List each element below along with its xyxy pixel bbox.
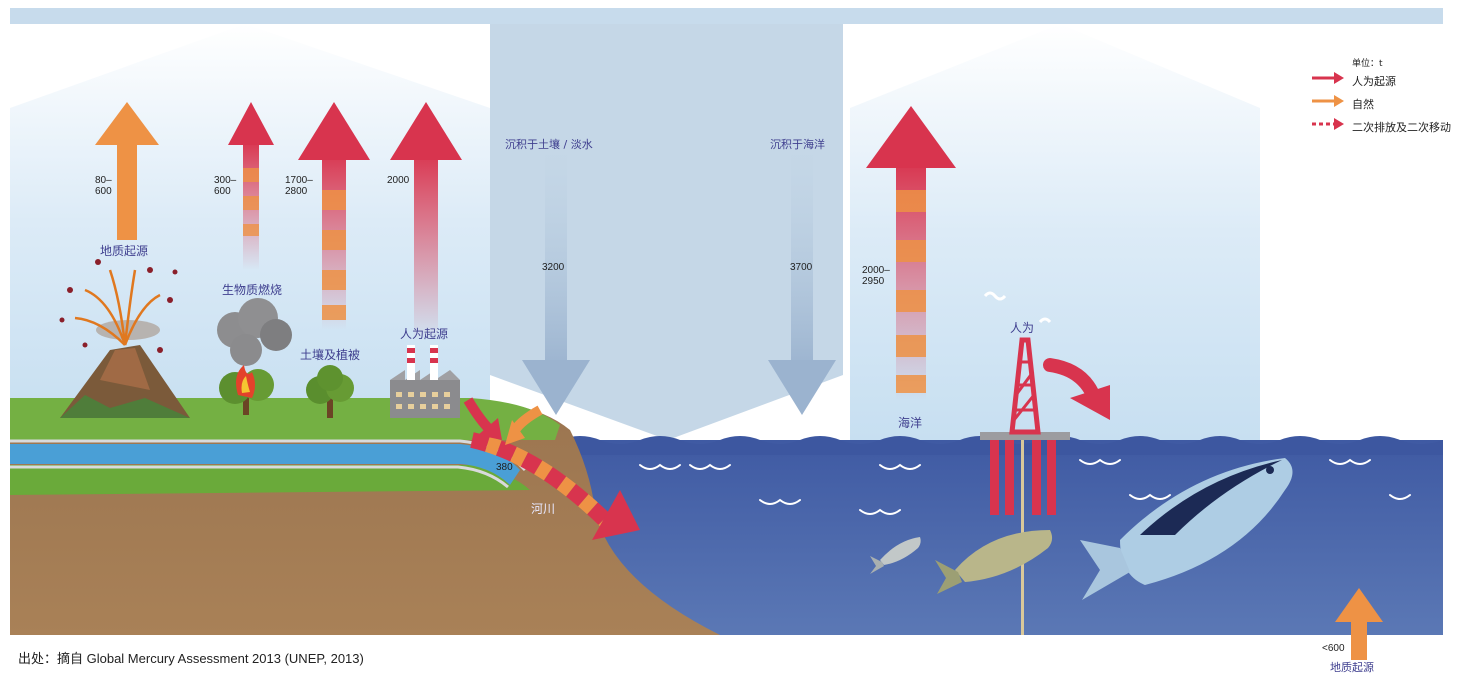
label-geogenic: 地质起源 (100, 244, 149, 258)
ocean-waves (639, 458, 1411, 525)
emission-arrow-soil (298, 102, 370, 330)
value-deposition-land: 3200 (542, 262, 565, 273)
source-caption: 出处：摘自 Global Mercury Assessment 2013 (UN… (18, 651, 364, 666)
label-anthropogenic: 人为起源 (400, 327, 449, 341)
label-human-ocean: 人为 (1010, 321, 1035, 335)
factory-icon (390, 345, 460, 418)
label-biomass: 生物质燃烧 (222, 283, 283, 297)
tuna-fish-icon (1080, 458, 1293, 600)
legend-arrows (1312, 72, 1344, 130)
legend-label: 自然 (1352, 98, 1374, 111)
value-soil: 1700– 2800 (285, 175, 313, 197)
legend-item-anthropogenic: 人为起源 (1312, 72, 1476, 88)
sky-ocean-region (850, 24, 1260, 440)
deposition-region (490, 24, 843, 440)
label-river: 河川 (531, 502, 556, 516)
river (10, 444, 520, 485)
value-seafloor: <600 (1322, 643, 1345, 654)
label-deposition-land: 沉积于土壤 / 淡水 (505, 138, 593, 151)
legend-unit: 单位：t (1352, 59, 1383, 69)
volcano-icon (59, 259, 190, 418)
legend-item-secondary: 二次排放及二次移动 (1312, 118, 1476, 134)
label-soil: 土壤及植被 (300, 348, 361, 362)
tree-icon (306, 365, 354, 418)
value-deposition-ocean: 3700 (790, 262, 813, 273)
small-fish-icon (870, 537, 921, 574)
river-flow-arrow (463, 397, 640, 540)
atmosphere-top-band (10, 8, 1443, 24)
emission-arrow-anthropogenic (390, 102, 462, 340)
legend-label: 二次排放及二次移动 (1352, 121, 1451, 134)
legend-label: 人为起源 (1352, 75, 1396, 88)
deposition-arrow-ocean (768, 155, 836, 415)
value-geogenic: 80– 600 (95, 175, 112, 197)
deposition-arrow-land (522, 155, 590, 415)
ocean (560, 440, 1443, 635)
grass-lower (10, 465, 530, 495)
value-anthropogenic: 2000 (387, 175, 410, 186)
emission-arrow-geogenic (95, 102, 159, 240)
value-ocean-emission: 2000– 2950 (862, 265, 890, 287)
label-seafloor: 地质起源 (1330, 661, 1374, 674)
seafloor-geogenic-arrow (1335, 588, 1383, 660)
burning-tree-icon (217, 298, 292, 415)
value-biomass: 300– 600 (214, 175, 237, 197)
emission-arrow-ocean (866, 106, 956, 400)
label-ocean-emission: 海洋 (898, 416, 923, 430)
value-river: 380 (496, 462, 513, 473)
emission-arrow-biomass (228, 102, 274, 270)
fish-icon (935, 530, 1053, 594)
ocean-surface (560, 436, 1443, 455)
label-deposition-ocean: 沉积于海洋 (770, 138, 825, 151)
ocean-anthropogenic-arrow (1043, 358, 1110, 420)
legend-item-natural: 自然 (1312, 95, 1476, 111)
